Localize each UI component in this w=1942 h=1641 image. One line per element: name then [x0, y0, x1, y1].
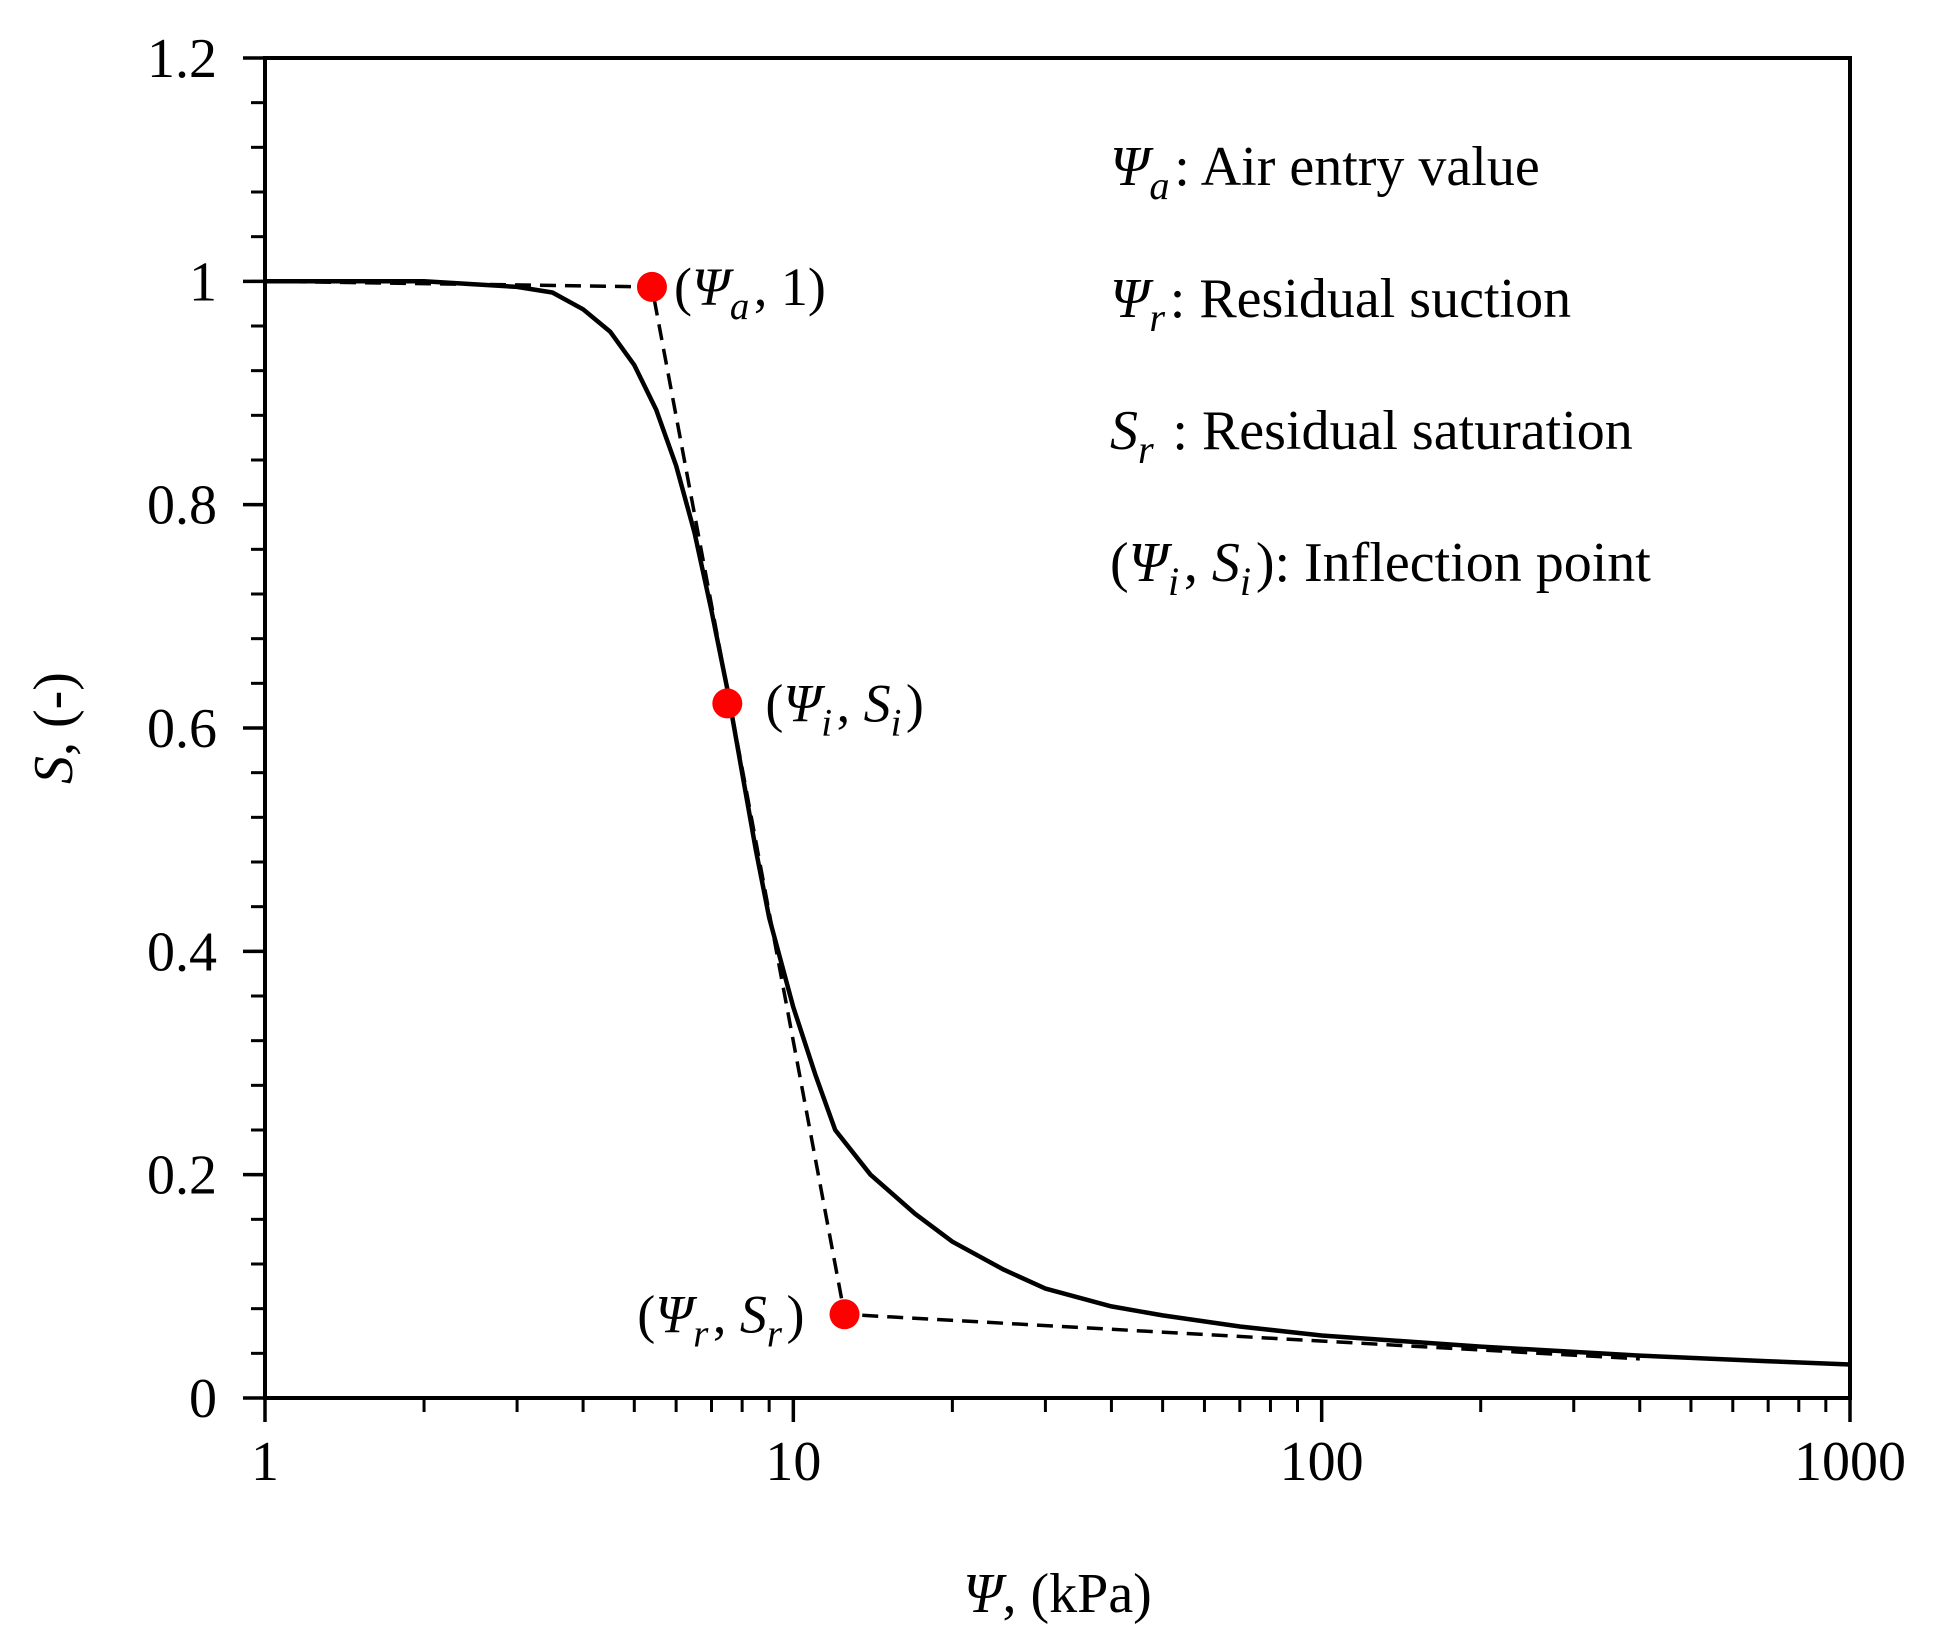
- legend-entry: Ψr : Residual suction: [1110, 268, 1571, 340]
- air-entry-label: (Ψa , 1): [674, 257, 826, 328]
- key-points: [636, 271, 860, 1330]
- y-tick-label: 0.2: [147, 1145, 217, 1207]
- x-tick-label: 1: [251, 1431, 279, 1493]
- swcc-curve: [265, 279, 1851, 1367]
- legend: Ψa : Air entry value Ψr : Residual suctio…: [1110, 136, 1651, 604]
- air-entry-point: [636, 271, 667, 302]
- y-tick-label: 0.4: [147, 921, 217, 983]
- x-tick-label: 100: [1280, 1431, 1364, 1493]
- plot-area: [264, 279, 1851, 1367]
- residual-point: [829, 1299, 860, 1330]
- y-tick-label: 0: [189, 1368, 217, 1430]
- inflection-point: [712, 688, 743, 719]
- y-tick-label: 1: [189, 251, 217, 313]
- legend-entry: (Ψi , Si ): Inflection point: [1110, 532, 1651, 604]
- y-tick-label: 0.8: [147, 475, 217, 537]
- inflection-label: (Ψi , Si ): [765, 673, 924, 744]
- x-axis-title: Ψ, (kPa): [963, 1563, 1152, 1625]
- y-axis-title: S, (-): [23, 672, 85, 784]
- legend-entry: Sr : Residual saturation: [1110, 400, 1633, 472]
- residual-label: (Ψr , Sr ): [637, 1284, 804, 1355]
- x-tick-label: 10: [765, 1431, 821, 1493]
- y-tick-label: 1.2: [147, 28, 217, 90]
- x-tick-label: 1000: [1794, 1431, 1906, 1493]
- tangent-dashed-line: [264, 279, 1640, 1361]
- point-annotations: (Ψa , 1) (Ψi , Si ) (Ψr , Sr ): [637, 257, 924, 1355]
- plot-frame: [263, 56, 1852, 1400]
- legend-entry: Ψa : Air entry value: [1110, 136, 1540, 208]
- axes: 0 0.2 0.4 0.6 0.8 1 1.2 1 10 100 1000: [147, 28, 1906, 1493]
- y-tick-label: 0.6: [147, 698, 217, 760]
